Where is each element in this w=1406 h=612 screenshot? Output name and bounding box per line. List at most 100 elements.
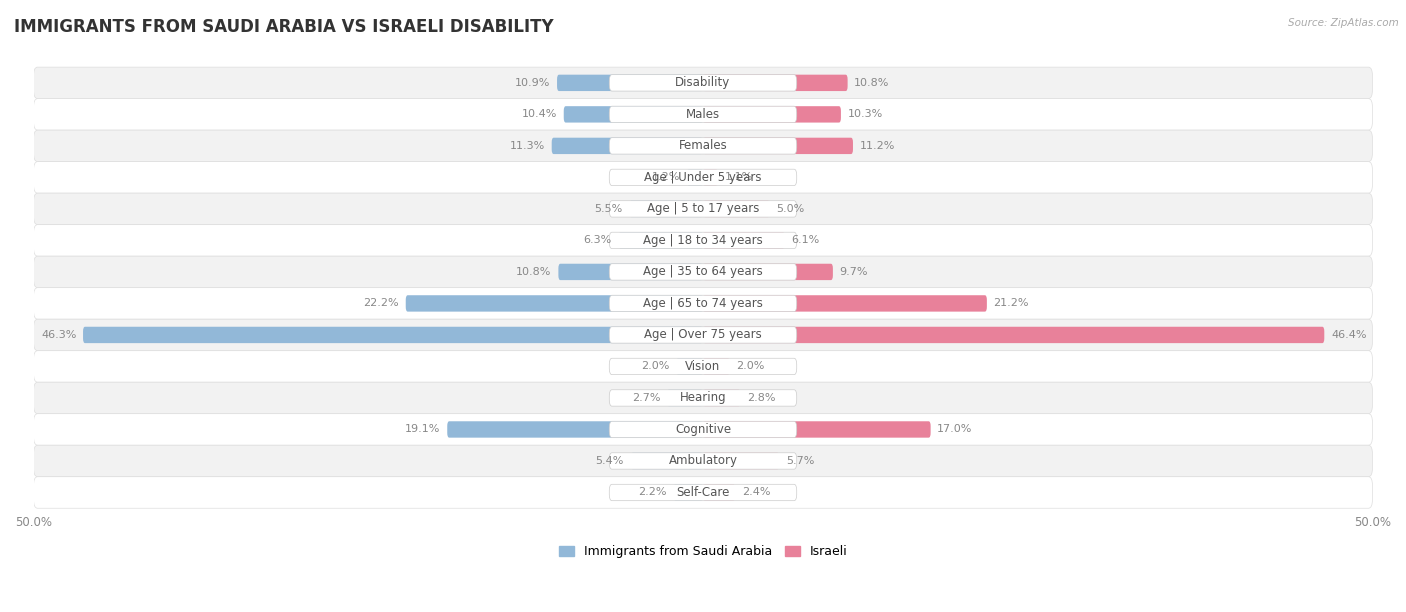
Text: 1.2%: 1.2% [652, 173, 681, 182]
Text: Self-Care: Self-Care [676, 486, 730, 499]
Text: Males: Males [686, 108, 720, 121]
FancyBboxPatch shape [34, 256, 1372, 288]
FancyBboxPatch shape [703, 327, 1324, 343]
FancyBboxPatch shape [703, 138, 853, 154]
Text: Age | Under 5 years: Age | Under 5 years [644, 171, 762, 184]
FancyBboxPatch shape [558, 264, 703, 280]
FancyBboxPatch shape [609, 169, 797, 185]
FancyBboxPatch shape [703, 484, 735, 501]
FancyBboxPatch shape [609, 138, 797, 154]
FancyBboxPatch shape [34, 414, 1372, 445]
Text: 2.2%: 2.2% [638, 488, 666, 498]
FancyBboxPatch shape [673, 484, 703, 501]
Text: 6.3%: 6.3% [583, 236, 612, 245]
Text: 46.4%: 46.4% [1331, 330, 1367, 340]
FancyBboxPatch shape [34, 130, 1372, 162]
FancyBboxPatch shape [703, 295, 987, 312]
FancyBboxPatch shape [34, 445, 1372, 477]
Text: Females: Females [679, 140, 727, 152]
FancyBboxPatch shape [609, 295, 797, 312]
Text: 10.3%: 10.3% [848, 110, 883, 119]
Text: IMMIGRANTS FROM SAUDI ARABIA VS ISRAELI DISABILITY: IMMIGRANTS FROM SAUDI ARABIA VS ISRAELI … [14, 18, 554, 36]
FancyBboxPatch shape [34, 382, 1372, 414]
Text: 5.4%: 5.4% [596, 456, 624, 466]
FancyBboxPatch shape [551, 138, 703, 154]
Text: Disability: Disability [675, 76, 731, 89]
Text: 6.1%: 6.1% [792, 236, 820, 245]
FancyBboxPatch shape [609, 232, 797, 248]
FancyBboxPatch shape [631, 453, 703, 469]
FancyBboxPatch shape [703, 169, 717, 185]
Text: Cognitive: Cognitive [675, 423, 731, 436]
FancyBboxPatch shape [406, 295, 703, 312]
Text: 46.3%: 46.3% [41, 330, 76, 340]
FancyBboxPatch shape [703, 421, 931, 438]
Text: Age | 35 to 64 years: Age | 35 to 64 years [643, 266, 763, 278]
FancyBboxPatch shape [609, 390, 797, 406]
FancyBboxPatch shape [34, 162, 1372, 193]
FancyBboxPatch shape [34, 477, 1372, 508]
FancyBboxPatch shape [609, 201, 797, 217]
FancyBboxPatch shape [34, 351, 1372, 382]
Text: 5.0%: 5.0% [776, 204, 804, 214]
Text: 21.2%: 21.2% [994, 299, 1029, 308]
Text: 17.0%: 17.0% [938, 425, 973, 435]
Text: Source: ZipAtlas.com: Source: ZipAtlas.com [1288, 18, 1399, 28]
Text: 11.3%: 11.3% [510, 141, 546, 151]
FancyBboxPatch shape [34, 225, 1372, 256]
FancyBboxPatch shape [83, 327, 703, 343]
FancyBboxPatch shape [703, 232, 785, 248]
Legend: Immigrants from Saudi Arabia, Israeli: Immigrants from Saudi Arabia, Israeli [554, 540, 852, 563]
FancyBboxPatch shape [619, 232, 703, 248]
Text: 2.0%: 2.0% [737, 362, 765, 371]
FancyBboxPatch shape [703, 453, 779, 469]
Text: 2.0%: 2.0% [641, 362, 669, 371]
Text: 2.7%: 2.7% [631, 393, 661, 403]
FancyBboxPatch shape [703, 390, 741, 406]
Text: 10.8%: 10.8% [516, 267, 551, 277]
FancyBboxPatch shape [703, 201, 770, 217]
FancyBboxPatch shape [609, 421, 797, 438]
Text: Age | Over 75 years: Age | Over 75 years [644, 329, 762, 341]
Text: 5.7%: 5.7% [786, 456, 814, 466]
FancyBboxPatch shape [630, 201, 703, 217]
Text: Age | 5 to 17 years: Age | 5 to 17 years [647, 203, 759, 215]
Text: Hearing: Hearing [679, 392, 727, 405]
Text: 10.9%: 10.9% [515, 78, 550, 88]
FancyBboxPatch shape [703, 264, 832, 280]
FancyBboxPatch shape [609, 484, 797, 501]
FancyBboxPatch shape [34, 193, 1372, 225]
FancyBboxPatch shape [676, 358, 703, 375]
FancyBboxPatch shape [703, 75, 848, 91]
Text: 5.5%: 5.5% [595, 204, 623, 214]
FancyBboxPatch shape [34, 99, 1372, 130]
FancyBboxPatch shape [666, 390, 703, 406]
FancyBboxPatch shape [609, 358, 797, 375]
Text: Age | 18 to 34 years: Age | 18 to 34 years [643, 234, 763, 247]
Text: 9.7%: 9.7% [839, 267, 868, 277]
FancyBboxPatch shape [564, 106, 703, 122]
FancyBboxPatch shape [703, 106, 841, 122]
Text: 2.8%: 2.8% [747, 393, 776, 403]
FancyBboxPatch shape [557, 75, 703, 91]
FancyBboxPatch shape [609, 264, 797, 280]
Text: Ambulatory: Ambulatory [668, 455, 738, 468]
FancyBboxPatch shape [447, 421, 703, 438]
Text: 22.2%: 22.2% [363, 299, 399, 308]
Text: 10.8%: 10.8% [855, 78, 890, 88]
FancyBboxPatch shape [609, 453, 797, 469]
Text: Age | 65 to 74 years: Age | 65 to 74 years [643, 297, 763, 310]
FancyBboxPatch shape [688, 169, 703, 185]
FancyBboxPatch shape [609, 327, 797, 343]
FancyBboxPatch shape [609, 106, 797, 122]
Text: 10.4%: 10.4% [522, 110, 557, 119]
Text: 19.1%: 19.1% [405, 425, 440, 435]
Text: 2.4%: 2.4% [742, 488, 770, 498]
FancyBboxPatch shape [703, 358, 730, 375]
FancyBboxPatch shape [34, 319, 1372, 351]
FancyBboxPatch shape [34, 288, 1372, 319]
Text: 11.2%: 11.2% [859, 141, 896, 151]
Text: Vision: Vision [685, 360, 721, 373]
Text: 1.1%: 1.1% [724, 173, 752, 182]
FancyBboxPatch shape [34, 67, 1372, 99]
